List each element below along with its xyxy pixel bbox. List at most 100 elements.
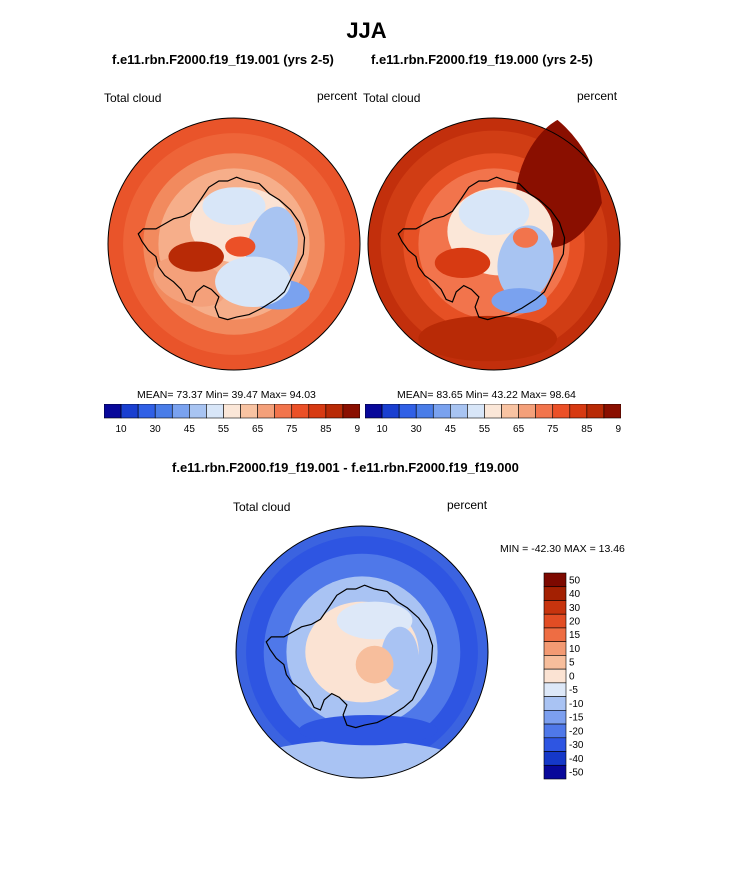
colorbar-box: [365, 404, 383, 419]
land-cloud-patch: [512, 227, 539, 248]
antarctica-coastline: [265, 584, 434, 729]
cloud-contour-patch: [242, 740, 470, 778]
colorbar-tick-label: 0: [569, 671, 575, 682]
colorbar-box: [325, 404, 344, 419]
colorbar-box: [415, 404, 434, 419]
colorbar-box: [501, 404, 519, 419]
colorbar-box: [240, 404, 258, 419]
colorbar-tick-label: 40: [569, 589, 581, 600]
colorbar-box: [450, 404, 468, 419]
colorbar-box: [543, 600, 567, 615]
colorbar-tick-label: 75: [286, 424, 298, 435]
colorbar-box: [543, 723, 567, 739]
antarctica-coastline: [137, 176, 306, 321]
colorbar-box: [381, 404, 400, 419]
colorbar-box: [189, 404, 207, 419]
left-stats: MEAN= 73.37 Min= 39.47 Max= 94.03: [137, 389, 316, 401]
colorbar-tick-label: 85: [581, 424, 593, 435]
colorbar-tick-label: -50: [569, 768, 584, 779]
colorbar-box: [569, 404, 588, 419]
colorbar-box: [543, 586, 567, 601]
land-cloud-patch: [355, 645, 394, 684]
colorbar-tick-label: 85: [320, 424, 332, 435]
colorbar-box: [120, 404, 139, 419]
colorbar-tick-label: 50: [569, 575, 581, 586]
left-panel-title: f.e11.rbn.F2000.f19_f19.001 (yrs 2-5): [112, 52, 334, 67]
colorbar-box: [543, 751, 567, 766]
colorbar-box: [543, 572, 567, 588]
colorbar-box: [308, 404, 327, 419]
colorbar-tick-label: 10: [377, 424, 389, 435]
colorbar-box: [543, 737, 567, 752]
antarctica-coastline: [397, 176, 566, 321]
colorbar-box: [543, 641, 567, 656]
land-cloud-patch: [458, 189, 530, 236]
colorbar-box: [543, 613, 567, 629]
land-cloud-patch: [225, 236, 256, 257]
diff-variable-label: Total cloud: [233, 500, 291, 514]
colorbar-tick-label: -15: [569, 713, 584, 724]
colorbar-box: [552, 404, 571, 419]
cloud-contour-patch: [299, 715, 438, 746]
colorbar-tick-label: -40: [569, 754, 584, 765]
land-cloud-patch: [168, 241, 224, 272]
colorbar-tick-label: 30: [150, 424, 162, 435]
land-cloud-patch: [491, 288, 547, 314]
right-stats: MEAN= 83.65 Min= 43.22 Max= 98.64: [397, 389, 576, 401]
colorbar-tick-label: -30: [569, 740, 584, 751]
colorbar-box: [206, 404, 224, 419]
colorbar-box: [154, 404, 173, 419]
diff-panel-title: f.e11.rbn.F2000.f19_f19.001 - f.e11.rbn.…: [172, 460, 519, 475]
colorbar-box: [484, 404, 502, 419]
colorbar-box: [171, 404, 190, 419]
colorbar-box: [223, 404, 241, 419]
land-cloud-patch: [497, 225, 554, 301]
colorbar-tick-label: 65: [513, 424, 525, 435]
colorbar-box: [543, 627, 567, 642]
colorbar-box: [342, 404, 360, 419]
colorbar-tick-label: 55: [218, 424, 230, 435]
map-boundary: [107, 117, 361, 371]
colorbar-box: [104, 404, 122, 419]
colorbar-tick-label: 30: [569, 603, 581, 614]
colorbar-tick-label: 30: [411, 424, 423, 435]
colorbar-box: [432, 404, 451, 419]
colorbar-tick-label: 95: [354, 424, 360, 435]
colorbar-tick-label: 5: [569, 658, 575, 669]
colorbar-box: [535, 404, 554, 419]
right-cloud-map: [367, 115, 621, 371]
colorbar-box: [543, 682, 567, 697]
colorbar-box: [543, 710, 567, 725]
colorbar-box: [543, 764, 567, 780]
map-boundary: [235, 525, 489, 779]
cloud-contour-patch: [418, 315, 557, 362]
left-variable-label: Total cloud: [104, 91, 162, 105]
colorbar-tick-label: 10: [569, 644, 581, 655]
right-variable-label: Total cloud: [363, 91, 421, 105]
right-units-label: percent: [577, 89, 618, 103]
diff-units-label: percent: [447, 498, 488, 512]
left-colorbar: 10 30 45 55 65 75 85 95: [104, 404, 360, 435]
colorbar-tick-label: 10: [116, 424, 128, 435]
colorbar-box: [543, 668, 567, 684]
right-colorbar: 10 30 45 55 65 75 85 95: [365, 404, 621, 435]
colorbar-tick-label: 95: [615, 424, 621, 435]
colorbar-tick-label: -5: [569, 685, 578, 696]
colorbar-box: [586, 404, 605, 419]
colorbar-tick-label: 45: [445, 424, 457, 435]
colorbar-box: [543, 655, 567, 670]
diff-stats: MIN = -42.30 MAX = 13.46: [500, 543, 625, 555]
colorbar-box: [467, 404, 485, 419]
land-cloud-patch: [434, 247, 491, 279]
colorbar-box: [518, 404, 536, 419]
colorbar-box: [543, 696, 567, 711]
right-panel-title: f.e11.rbn.F2000.f19_f19.000 (yrs 2-5): [371, 52, 593, 67]
difference-cloud-map: [235, 525, 489, 779]
colorbar-box: [603, 404, 621, 419]
colorbar-box: [274, 404, 293, 419]
colorbar-box: [398, 404, 417, 419]
colorbar-tick-label: 75: [547, 424, 559, 435]
colorbar-tick-label: -10: [569, 699, 584, 710]
colorbar-tick-label: 45: [184, 424, 196, 435]
colorbar-box: [257, 404, 275, 419]
